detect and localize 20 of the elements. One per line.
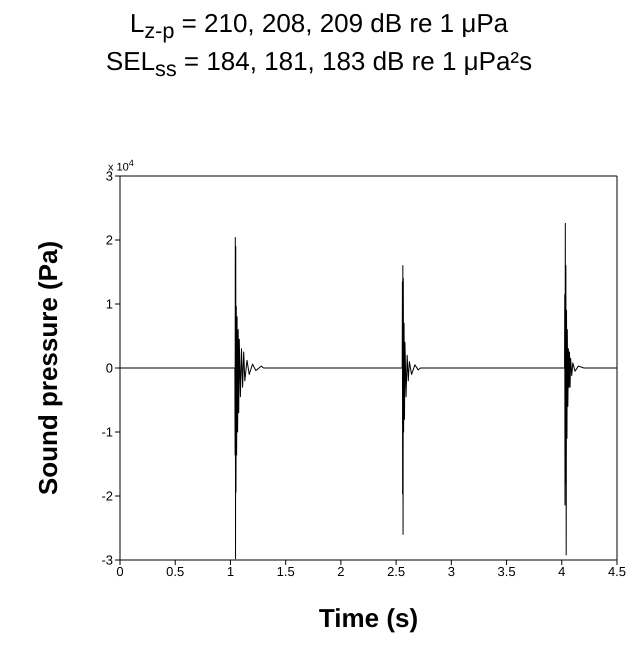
y-tick-label: 0 (106, 360, 113, 376)
x-tick-label: 4.5 (608, 564, 626, 580)
x-tick-label: 3 (448, 564, 455, 580)
x-tick-label: 1 (226, 564, 234, 580)
chart-title: L$_{z-p}$ = 210, 208, 209 dB re 1 μPa (128, 8, 510, 44)
y-tick-label: -3 (101, 552, 113, 568)
y-tick-label: -1 (101, 424, 113, 440)
y-tick-label: 2 (106, 232, 113, 248)
x-axis-title: Time (s) (318, 603, 418, 633)
y-tick-label: -2 (101, 488, 113, 504)
y-axis-title: Sound pressure (Pa) (33, 240, 64, 496)
x-tick-label: 4 (558, 564, 566, 580)
y-tick-label: 1 (106, 296, 113, 312)
x-tick-label: 1.5 (276, 564, 295, 580)
x-tick-label: 2 (337, 564, 345, 580)
chart-subtitle: SEL$_{ss}$ = 184, 181, 183 dB re 1 μPa²s (104, 46, 534, 82)
x-tick-label: 0 (116, 564, 124, 580)
x-tick-label: 3.5 (498, 564, 516, 580)
x-tick-label: 0.5 (166, 564, 184, 580)
x-tick-label: 2.5 (387, 564, 406, 580)
